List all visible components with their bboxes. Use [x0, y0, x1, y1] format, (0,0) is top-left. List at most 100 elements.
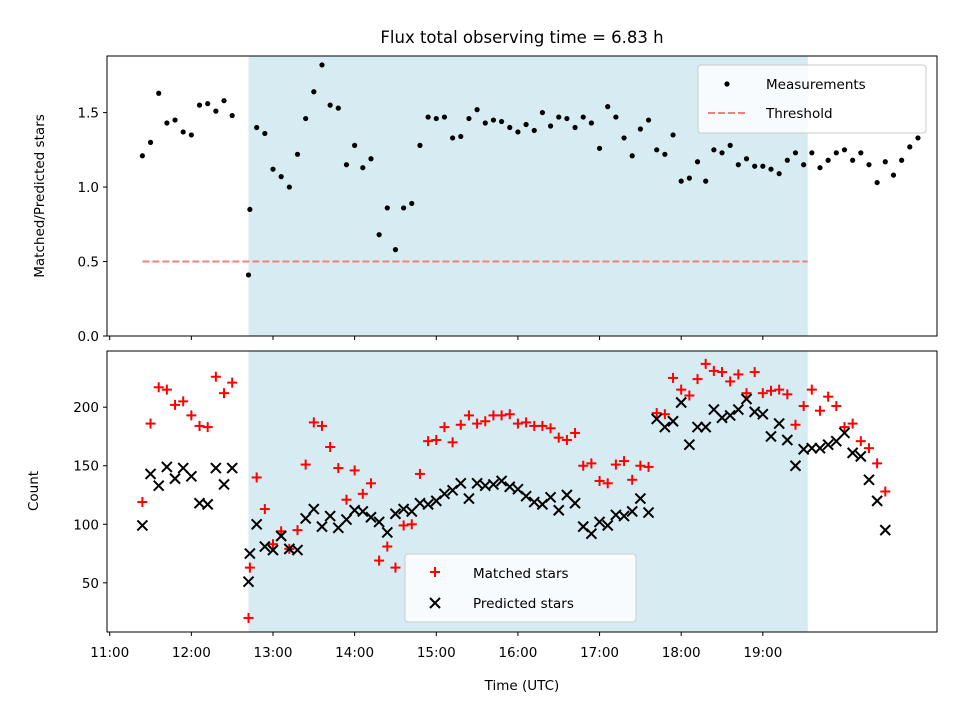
- matched-star-point: [733, 369, 744, 380]
- matched-star-point: [145, 418, 156, 429]
- measurement-point: [417, 142, 423, 148]
- matched-star-point: [259, 504, 270, 515]
- measurement-point: [490, 117, 497, 123]
- measurement-point: [327, 102, 333, 108]
- measurement-point: [352, 142, 358, 148]
- matched-star-point: [153, 382, 164, 393]
- bottom-panel: 50 100 150 200 11:00 12:00 13:00 14:00 15:00 16:…: [26, 350, 938, 694]
- measurement-point: [213, 108, 219, 114]
- predicted-star-point: [340, 513, 353, 526]
- measurement-point: [564, 115, 570, 122]
- predicted-star-point: [765, 430, 777, 443]
- predicted-star-point: [838, 427, 851, 439]
- x-axis-label: Time (UTC): [484, 678, 560, 694]
- x-tick-label: 18:00: [662, 645, 701, 661]
- matched-star-point: [390, 562, 401, 573]
- measurement-point: [735, 162, 741, 168]
- measurement-point: [139, 153, 145, 159]
- predicted-star-point: [855, 450, 867, 463]
- matched-star-point: [382, 541, 393, 552]
- measurement-point: [678, 178, 684, 184]
- predicted-star-point: [683, 438, 696, 451]
- measurement-point: [458, 133, 464, 140]
- matched-star-point: [553, 432, 564, 443]
- measurement-point: [196, 102, 203, 108]
- predicted-star-point: [299, 512, 312, 525]
- measurement-point: [801, 162, 807, 168]
- measurement-point: [343, 162, 350, 168]
- matched-star-point: [496, 410, 507, 421]
- x-tick-label: 17:00: [580, 645, 619, 661]
- measurement-point: [727, 142, 733, 148]
- counts-layer: [136, 358, 892, 623]
- measurement-point: [303, 115, 309, 122]
- top-y-axis-label: Matched/Predicted stars: [32, 114, 48, 277]
- matched-star-point: [668, 372, 679, 383]
- matched-star-point: [578, 460, 589, 471]
- measurement-point: [311, 89, 317, 95]
- measurement-point: [743, 156, 750, 162]
- measurement-point: [825, 157, 831, 163]
- predicted-star-point: [144, 468, 157, 480]
- matched-star-point: [651, 408, 662, 419]
- top-legend-box: [697, 64, 927, 134]
- matched-star-point: [219, 388, 230, 399]
- matched-star-point: [504, 409, 515, 420]
- measurement-point: [670, 132, 676, 138]
- measurement-point: [466, 115, 472, 122]
- predicted-star-point: [732, 403, 745, 416]
- matched-star-point: [798, 401, 809, 412]
- matched-star-point: [210, 371, 221, 382]
- matched-star-point: [308, 417, 319, 428]
- bottom-y-axis-ticks: 50 100 150 200: [73, 400, 107, 592]
- predicted-star-point: [748, 406, 761, 418]
- matched-star-point: [725, 376, 736, 387]
- predicted-star-point: [863, 474, 875, 486]
- predicted-star-point: [667, 415, 679, 427]
- predicted-star-point: [544, 491, 557, 504]
- matched-star-point: [431, 434, 442, 445]
- matched-star-point: [406, 519, 417, 530]
- measurement-point: [368, 156, 374, 162]
- matched-star-point: [561, 434, 572, 445]
- predicted-star-point: [528, 496, 540, 508]
- predicted-star-point: [185, 470, 198, 482]
- matched-star-point: [570, 427, 581, 438]
- predicted-star-point: [161, 461, 173, 473]
- measurement-point: [817, 165, 823, 171]
- predicted-star-point: [879, 524, 892, 536]
- measurement-point: [899, 157, 905, 163]
- predicted-star-point: [136, 519, 149, 532]
- bottom-axes-frame: [106, 350, 938, 633]
- measurements-legend-marker: [724, 81, 730, 87]
- matched-star-point: [439, 422, 450, 433]
- predicted-star-point: [226, 462, 238, 474]
- measurement-point: [694, 159, 701, 165]
- matched-star-point: [349, 465, 360, 476]
- predicted-star-point: [585, 527, 598, 540]
- matched-star-point: [700, 358, 711, 369]
- measurement-point: [401, 205, 407, 211]
- predicted-star-point: [659, 421, 671, 433]
- measurements-layer: [139, 62, 921, 278]
- matched-star-point: [463, 410, 474, 421]
- measurement-point: [703, 178, 709, 184]
- matched-star-point: [374, 555, 385, 566]
- predicted-star-point: [569, 497, 581, 509]
- matched-star-point: [414, 468, 425, 479]
- predicted-star-point: [389, 508, 402, 520]
- matched-star-point: [227, 377, 238, 388]
- predicted-star-point: [381, 526, 394, 539]
- measurement-point: [425, 114, 431, 120]
- measurement-point: [172, 117, 178, 123]
- x-tick-label: 15:00: [417, 645, 456, 661]
- x-tick-label: 12:00: [172, 645, 211, 661]
- matched-star-point: [268, 539, 278, 550]
- matched-star-point: [676, 384, 687, 395]
- measurement-point: [409, 200, 415, 207]
- predicted-star-point: [422, 498, 434, 511]
- measurement-point: [596, 145, 603, 151]
- measurement-point: [882, 159, 888, 165]
- measurement-point: [205, 101, 211, 107]
- top-x-axis-ticks: [109, 336, 764, 340]
